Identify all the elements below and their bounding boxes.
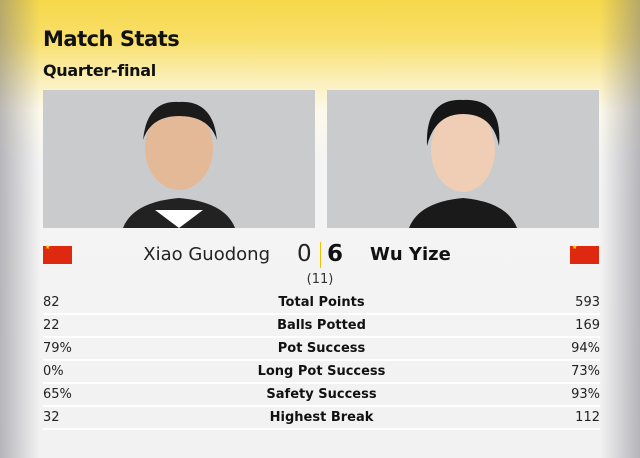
stat-label: Highest Break (269, 410, 374, 425)
player-name-right: Wu Yize (370, 244, 451, 265)
player-photo-left (43, 90, 315, 228)
stat-left: 32 (43, 410, 60, 425)
stat-left: 0% (43, 364, 64, 379)
stat-right: 73% (571, 364, 600, 379)
player-name-left: Xiao Guodong (143, 244, 270, 265)
stat-left: 22 (43, 318, 60, 333)
stat-row: 32 Highest Break 112 (43, 407, 600, 430)
china-flag-icon-right (570, 244, 599, 264)
stat-left: 65% (43, 387, 72, 402)
score-right: 6 (327, 241, 344, 267)
stat-row: 0% Long Pot Success 73% (43, 361, 600, 384)
stat-row: 65% Safety Success 93% (43, 384, 600, 407)
stat-right: 94% (571, 341, 600, 356)
stat-label: Pot Success (277, 341, 366, 356)
score-divider (320, 242, 321, 268)
score-left: 0 (297, 241, 312, 267)
player-photo-right (327, 90, 599, 228)
china-flag-icon-left (43, 244, 72, 264)
stat-left: 82 (43, 295, 60, 310)
stat-label: Balls Potted (277, 318, 366, 333)
stat-label: Safety Success (266, 387, 377, 402)
best-of-frames: (11) (306, 272, 334, 287)
stat-left: 79% (43, 341, 72, 356)
page-title: Match Stats (43, 27, 180, 51)
stat-row: 79% Pot Success 94% (43, 338, 600, 361)
stat-right: 112 (575, 410, 600, 425)
stat-label: Long Pot Success (257, 364, 386, 379)
stat-row: 82 Total Points 593 (43, 292, 600, 315)
background-edge (0, 0, 40, 458)
background-edge (600, 0, 640, 458)
stat-right: 93% (571, 387, 600, 402)
stats-table: 82 Total Points 593 22 Balls Potted 169 79% P… (43, 292, 600, 430)
stat-row: 22 Balls Potted 169 (43, 315, 600, 338)
stat-label: Total Points (278, 295, 365, 310)
round-subtitle: Quarter-final (43, 61, 156, 80)
stat-right: 593 (575, 295, 600, 310)
stat-right: 169 (575, 318, 600, 333)
